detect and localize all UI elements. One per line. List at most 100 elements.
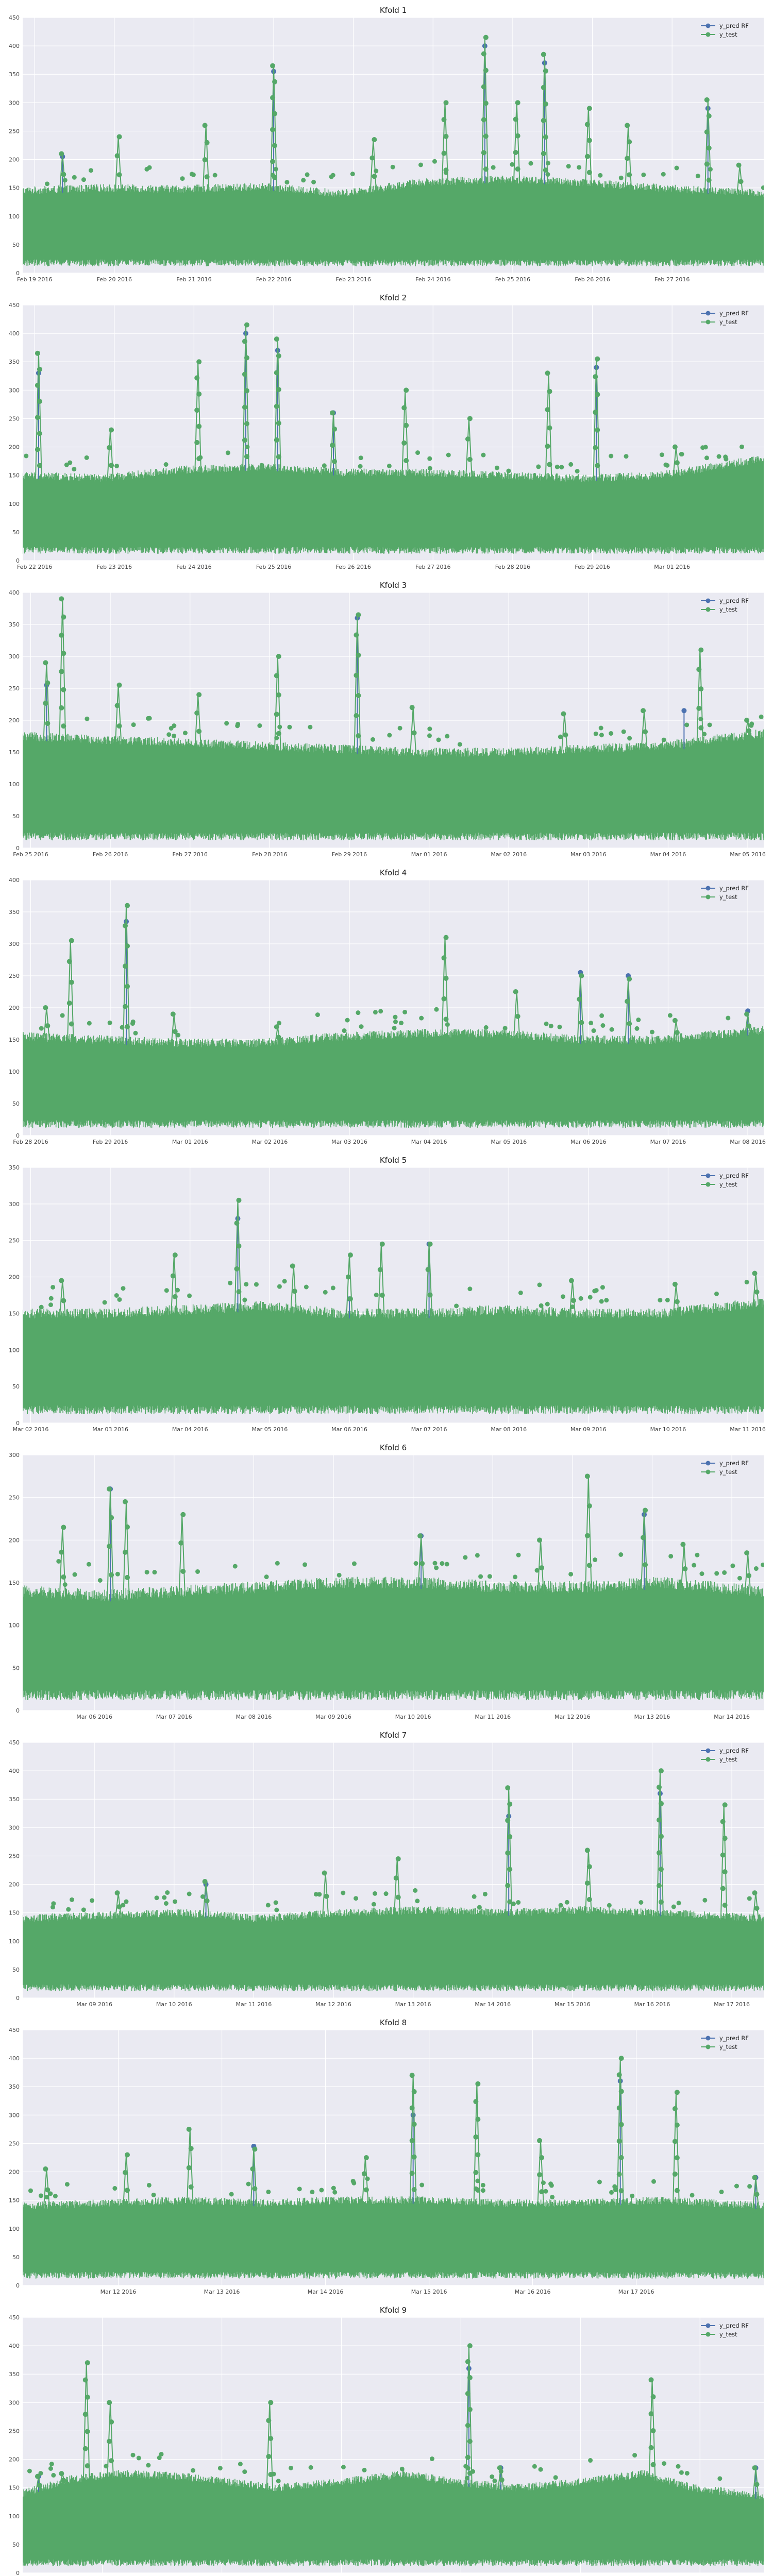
test-marker [722, 1903, 728, 1908]
test-marker [270, 191, 276, 196]
test-marker [672, 2204, 678, 2210]
test-marker [761, 185, 764, 190]
y-tick-label: 350 [9, 2083, 20, 2090]
legend-label: y_pred RF [719, 597, 749, 604]
test-marker [270, 95, 276, 100]
test-marker [114, 153, 120, 159]
legend-marker [705, 2332, 711, 2337]
test-marker [61, 614, 66, 620]
x-tick-label: Mar 10 2016 [650, 1426, 686, 1433]
test-marker [754, 2482, 760, 2487]
test-marker [541, 184, 546, 190]
test-marker [365, 2176, 370, 2181]
test-marker [475, 2116, 481, 2122]
test-marker [48, 2191, 53, 2196]
test-marker [347, 1252, 353, 1258]
test-marker [545, 480, 550, 485]
test-marker [196, 359, 202, 365]
y-tick-label: 50 [12, 1665, 20, 1671]
y-tick-label: 200 [9, 1537, 20, 1544]
test-marker [244, 388, 249, 394]
kfold-panel-8: Kfold 8 0 50 100 150 200 250 300 350 400 450 Mar 12… [9, 2018, 764, 2295]
test-marker [598, 173, 603, 178]
test-marker [744, 739, 750, 744]
test-marker [545, 172, 550, 177]
y-tick-label: 100 [9, 1938, 20, 1945]
test-marker [186, 2165, 192, 2171]
test-marker [720, 1819, 726, 1824]
panel-title: Kfold 6 [380, 1443, 407, 1452]
test-marker [505, 1883, 511, 1888]
test-marker [491, 165, 496, 170]
y-tick-label: 150 [9, 1580, 20, 1586]
test-marker [107, 1020, 112, 1025]
test-marker [264, 1574, 269, 1580]
x-tick-label: Feb 25 2016 [495, 276, 530, 283]
test-marker [470, 2469, 476, 2474]
test-marker [515, 166, 520, 172]
x-tick-label: Feb 28 2016 [495, 564, 530, 570]
test-marker [393, 1014, 398, 1020]
pred-marker [681, 708, 687, 714]
test-marker [505, 1850, 511, 1856]
y-tick-label: 400 [9, 877, 20, 884]
test-marker [465, 2454, 470, 2460]
test-marker [443, 1016, 449, 1022]
test-marker [64, 2182, 70, 2187]
test-marker [242, 338, 247, 344]
y-tick-label: 300 [9, 387, 20, 394]
test-marker [618, 175, 624, 180]
test-marker [43, 660, 48, 666]
test-marker [363, 2155, 369, 2160]
test-marker [638, 1900, 644, 1905]
test-marker [409, 2073, 415, 2078]
test-marker [441, 996, 447, 1002]
test-marker [584, 1913, 590, 1919]
test-marker [616, 2072, 622, 2078]
test-marker [478, 1574, 483, 1579]
test-marker [337, 1572, 342, 1578]
test-marker [194, 375, 200, 381]
test-marker [586, 1864, 592, 1870]
y-tick-label: 150 [9, 1037, 20, 1043]
test-marker [704, 455, 709, 461]
x-tick-label: Mar 09 2016 [570, 1426, 607, 1433]
test-marker [703, 445, 708, 450]
panel-title: Kfold 3 [380, 581, 407, 590]
pred-marker [410, 2112, 416, 2118]
series-group [23, 1768, 764, 1991]
test-marker [310, 2190, 315, 2195]
y-tick-label: 350 [9, 2371, 20, 2378]
test-marker [609, 453, 614, 459]
test-marker [194, 747, 200, 753]
test-marker [648, 2377, 654, 2383]
test-marker [432, 1561, 438, 1566]
test-marker [541, 151, 546, 157]
x-tick-label: Feb 24 2016 [415, 276, 450, 283]
test-marker [82, 2377, 88, 2383]
y-tick-label: 350 [9, 71, 20, 78]
test-marker [202, 157, 208, 162]
test-marker [109, 2419, 114, 2425]
legend-label: y_pred RF [719, 1172, 749, 1179]
panel-title: Kfold 9 [380, 2306, 407, 2315]
test-marker [564, 1900, 569, 1905]
test-marker [443, 170, 448, 175]
test-marker [599, 733, 604, 738]
y-tick-label: 200 [9, 2169, 20, 2176]
test-marker [274, 1024, 279, 1030]
test-marker [274, 1045, 279, 1051]
test-marker [674, 2188, 680, 2193]
test-marker [109, 1515, 114, 1520]
test-marker [225, 450, 230, 455]
test-marker [575, 469, 580, 474]
test-marker [708, 167, 713, 172]
test-marker [69, 938, 74, 943]
test-marker [178, 1597, 184, 1603]
test-marker [593, 1557, 598, 1563]
test-marker [289, 2465, 294, 2470]
test-marker [696, 705, 702, 711]
y-tick-label: 50 [12, 1967, 20, 1973]
test-marker [541, 52, 546, 57]
test-marker [242, 2469, 247, 2475]
